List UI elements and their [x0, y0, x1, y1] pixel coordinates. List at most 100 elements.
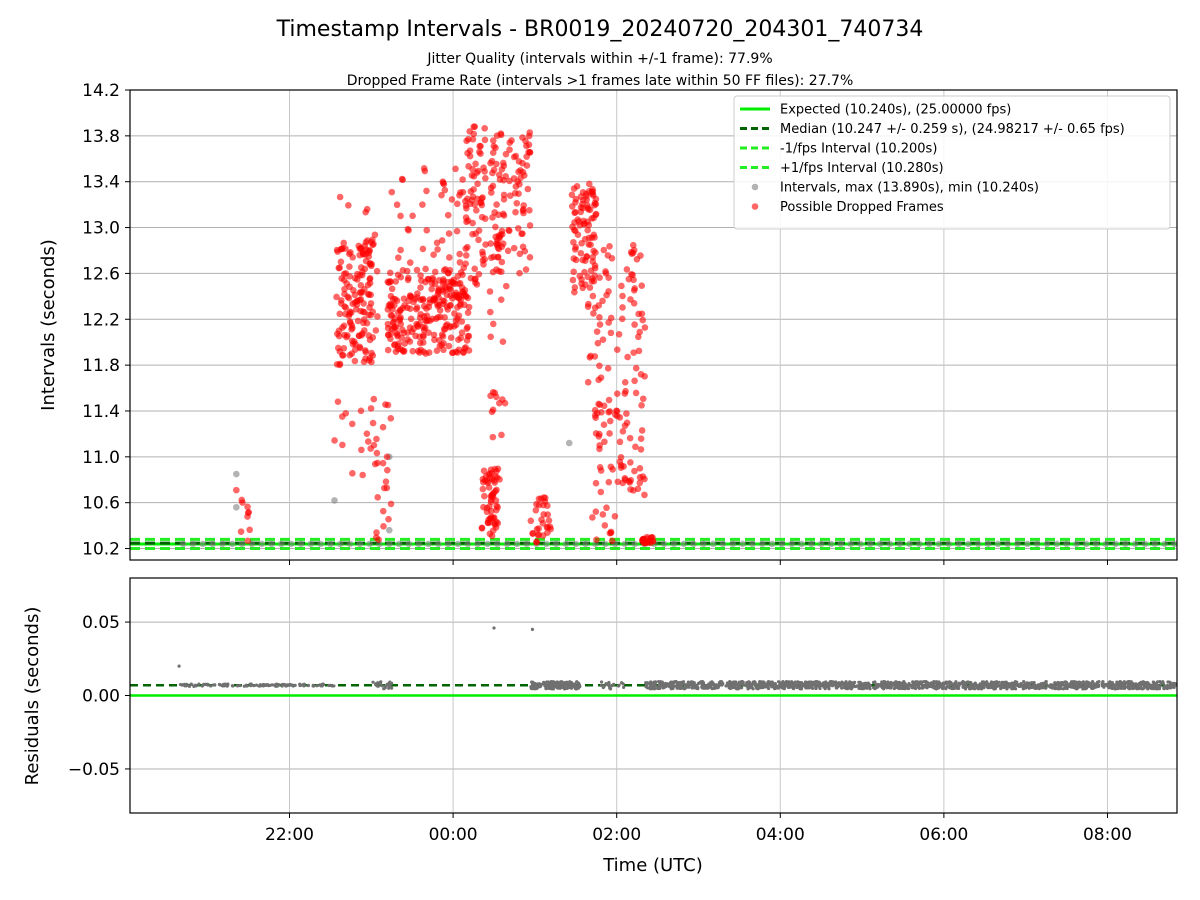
residual-point [610, 684, 614, 688]
dropped-frame-point [638, 282, 646, 290]
interval-point [739, 540, 746, 548]
residual-point [817, 682, 822, 686]
residual-point [1167, 686, 1172, 690]
residual-point [1129, 680, 1133, 684]
dropped-frame-point [405, 297, 412, 305]
dropped-frame-point [593, 536, 600, 544]
residual-point [1028, 683, 1032, 687]
interval-point [356, 540, 364, 548]
dropped-frame-point [475, 270, 483, 278]
dropped-frame-point [359, 250, 367, 257]
residual-point [944, 681, 949, 685]
dropped-frame-point [472, 160, 479, 168]
residual-point [873, 686, 877, 691]
interval-point [817, 540, 825, 548]
dropped-frame-point [392, 348, 400, 355]
dropped-frame-point [593, 328, 601, 335]
y-tick-label: 0.00 [82, 687, 120, 707]
dropped-frame-point [436, 342, 444, 350]
dropped-frame-point [341, 331, 348, 339]
residual-point [906, 683, 911, 687]
interval-point [327, 540, 334, 548]
interval-point [366, 540, 373, 548]
dropped-frame-point [387, 415, 395, 422]
residual-point [231, 684, 235, 688]
dropped-frame-point [464, 149, 471, 157]
dropped-frame-point [497, 296, 505, 303]
residual-point [182, 682, 187, 687]
dropped-frame-point [465, 303, 473, 311]
dropped-frame-point [399, 304, 407, 312]
residual-point [267, 684, 271, 688]
dropped-frame-point [479, 251, 487, 258]
residual-point [669, 684, 673, 689]
residual-point [700, 682, 704, 686]
dropped-frame-point [457, 334, 465, 342]
interval-point [395, 540, 403, 548]
dropped-frame-point [345, 250, 353, 258]
dropped-frame-point [464, 309, 472, 316]
dropped-frame-point [423, 226, 431, 234]
residual-point [999, 684, 1003, 688]
dropped-frame-point [358, 446, 365, 454]
dropped-frame-point [579, 189, 587, 196]
dropped-frame-point [362, 347, 369, 354]
dropped-frame-point [345, 201, 352, 209]
dropped-frame-point [585, 180, 593, 188]
interval-point [474, 540, 481, 548]
dropped-frame-point [597, 374, 605, 381]
residual-point [1042, 686, 1047, 690]
residual-point [1036, 683, 1040, 687]
interval-point [749, 540, 756, 548]
residual-point [185, 683, 189, 687]
dropped-frame-point [601, 522, 609, 529]
residual-point [840, 681, 844, 686]
dropped-frame-point [489, 406, 497, 414]
y-tick-label: −0.05 [68, 760, 120, 780]
dropped-frame-point [529, 530, 536, 537]
dropped-frame-point [624, 353, 631, 361]
residual-point [1011, 687, 1015, 691]
dropped-frame-point [346, 351, 354, 359]
residual-point [257, 684, 262, 688]
dropped-frame-point [598, 409, 605, 416]
dropped-frame-point [620, 463, 627, 470]
dropped-frame-point [639, 395, 647, 403]
residual-point [813, 684, 818, 688]
residual-point [912, 686, 917, 690]
dropped-frame-point [568, 203, 576, 210]
residual-point [776, 680, 781, 684]
dropped-frame-point [349, 300, 357, 308]
dropped-frame-point [618, 315, 626, 323]
residual-point [919, 680, 923, 684]
x-tick-label: 04:00 [756, 825, 805, 845]
interval-point [331, 497, 338, 504]
dropped-frame-point [641, 475, 648, 483]
dropped-frame-point [586, 284, 594, 291]
dropped-frame-point [486, 288, 494, 295]
dropped-frame-point [385, 515, 392, 523]
dropped-frame-point [438, 191, 445, 199]
residual-point [777, 686, 781, 690]
dropped-frame-point [450, 276, 457, 284]
residual-point [1027, 686, 1031, 690]
residual-point [901, 681, 905, 685]
dropped-frame-point [489, 169, 496, 177]
dropped-frame-point [521, 247, 529, 255]
dropped-frame-point [592, 479, 600, 487]
dropped-frame-point [359, 471, 366, 479]
dropped-frame-point [339, 351, 347, 359]
dropped-frame-point [614, 478, 622, 486]
y-tick-label: 11.8 [82, 356, 120, 376]
axes-frame [129, 89, 1178, 561]
residual-point [177, 664, 181, 668]
residual-point [916, 680, 920, 684]
residual-point [910, 685, 914, 689]
residual-point [676, 684, 680, 688]
interval-point [415, 540, 423, 548]
residual-point [875, 685, 879, 689]
dropped-frame-point [413, 266, 421, 274]
interval-point [209, 540, 216, 548]
residual-point [1024, 686, 1028, 690]
dropped-frame-point [581, 268, 588, 276]
